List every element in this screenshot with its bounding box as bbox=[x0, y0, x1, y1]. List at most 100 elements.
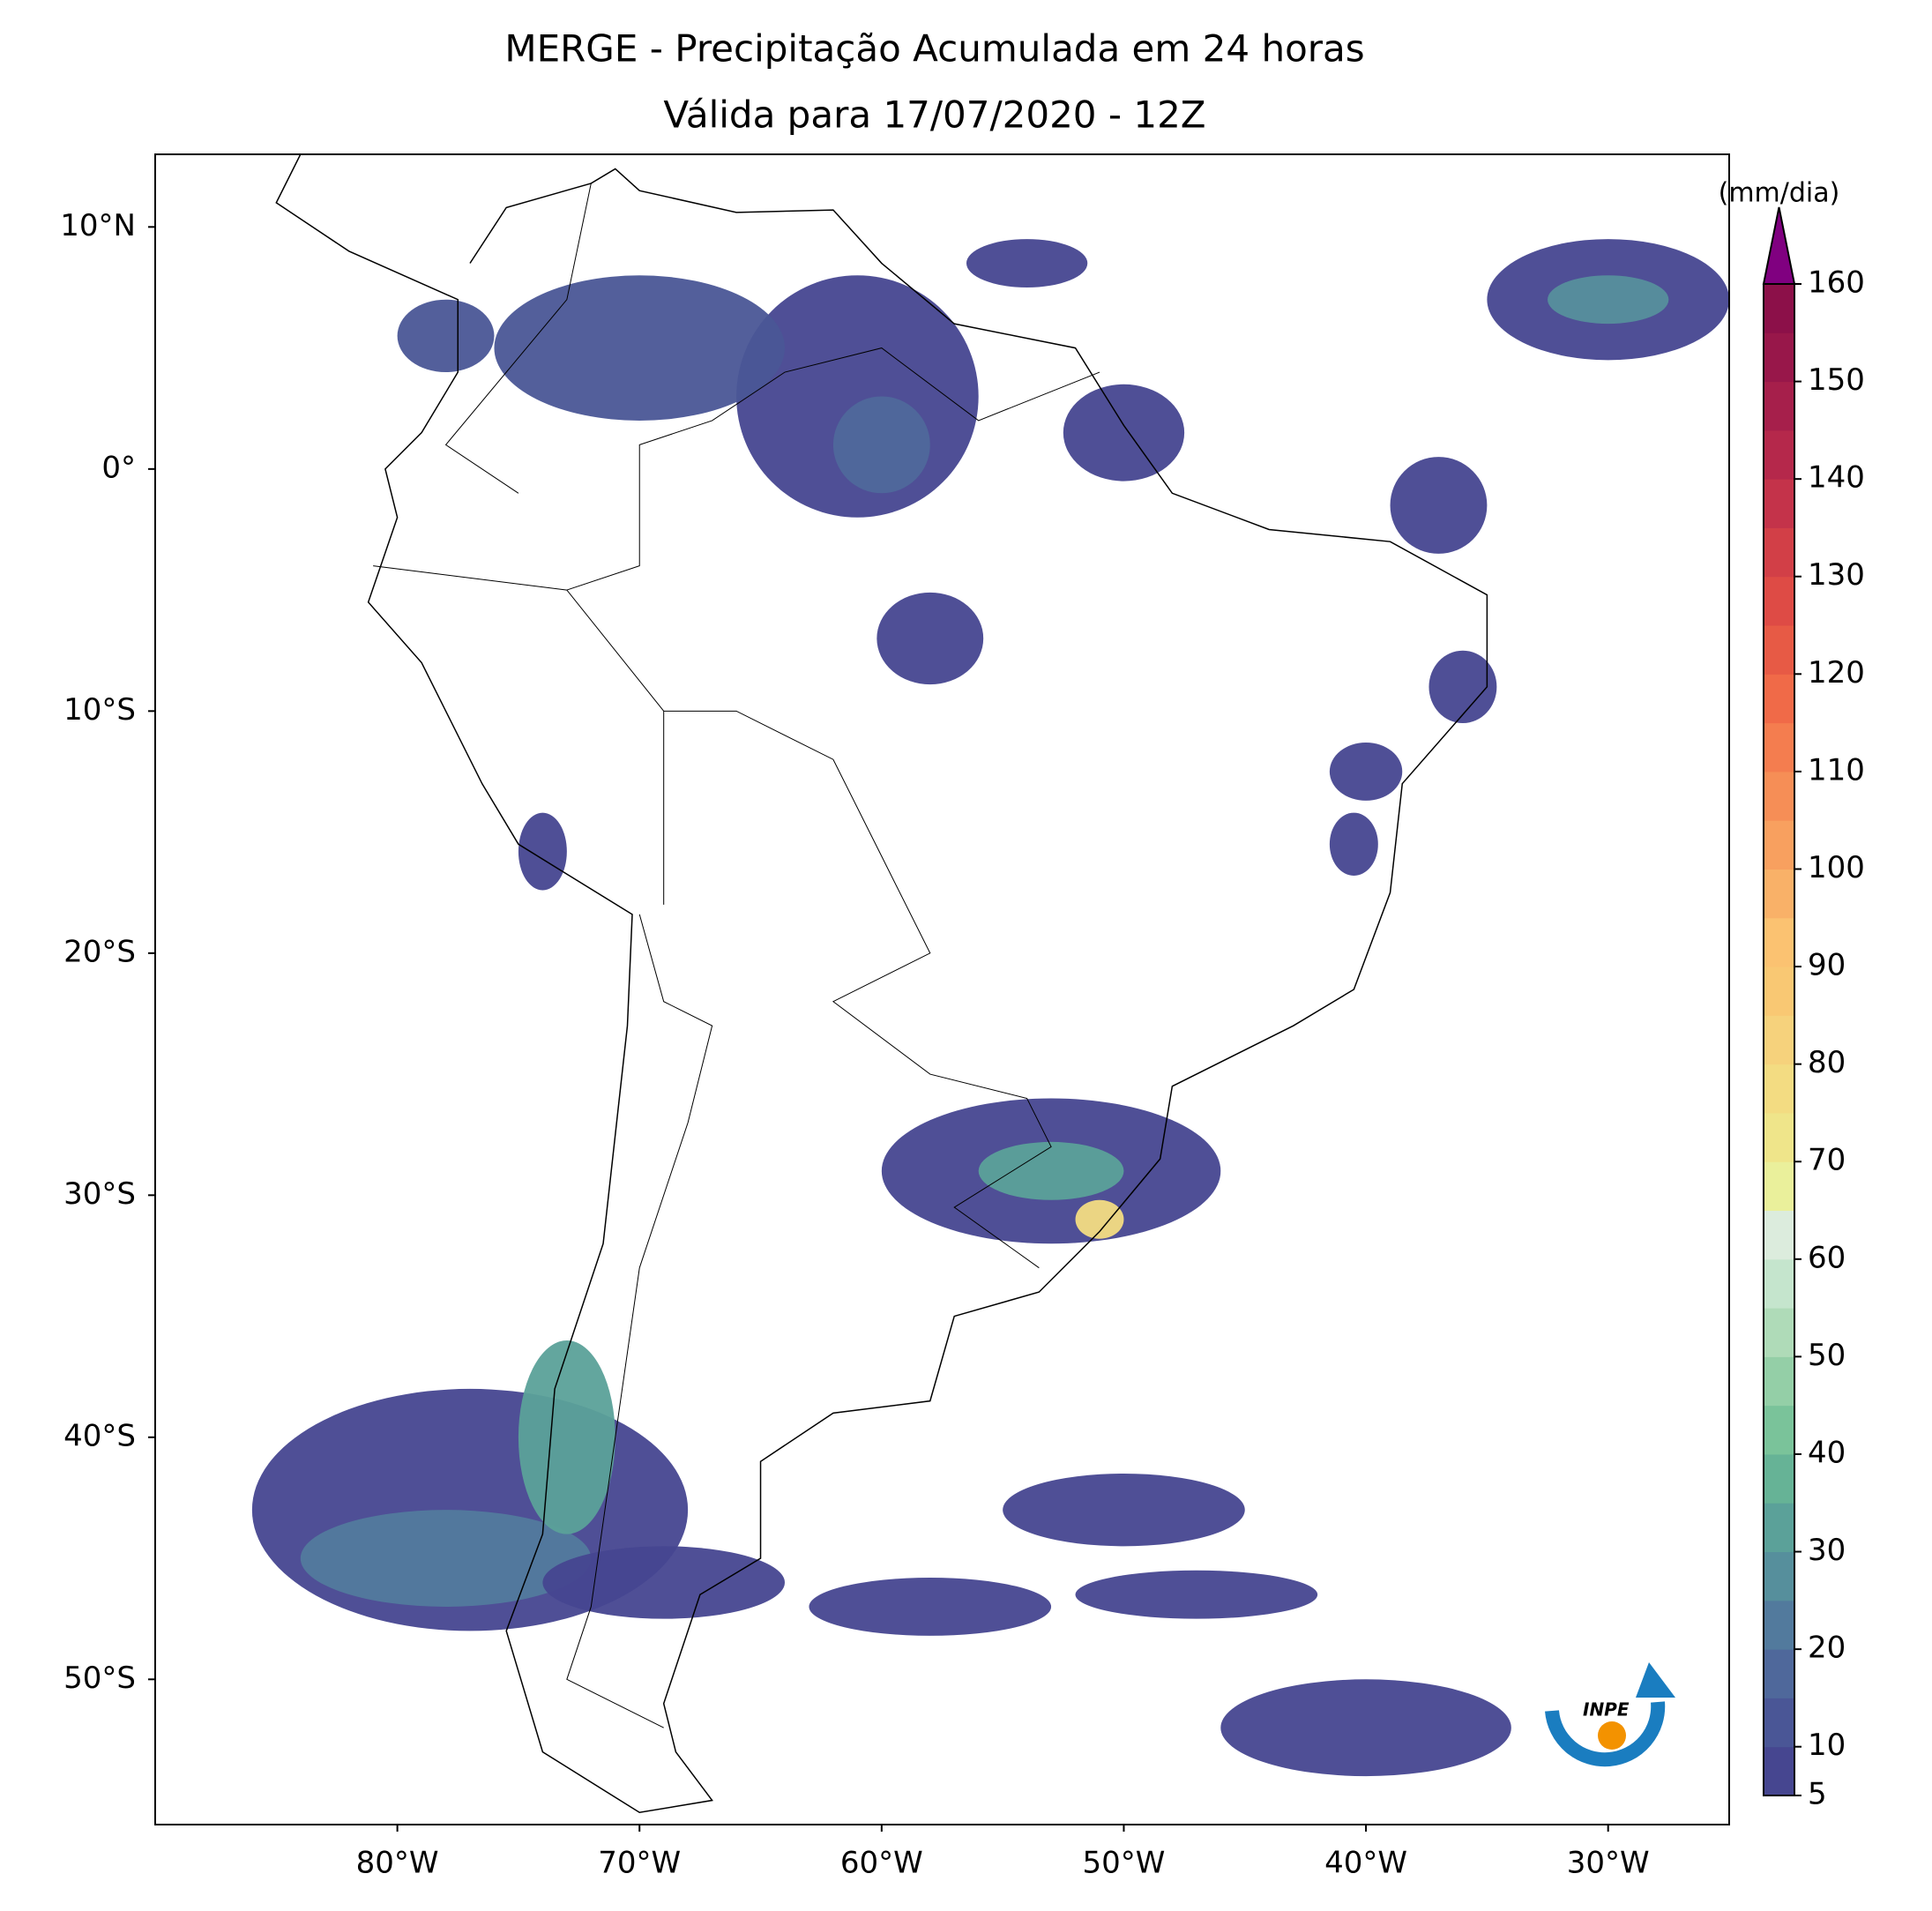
precip-area bbox=[494, 275, 785, 421]
colorbar-tick-label: 10 bbox=[1808, 1728, 1846, 1763]
border bbox=[373, 565, 665, 905]
colorbar-band bbox=[1764, 1405, 1794, 1455]
colorbar-band bbox=[1764, 1698, 1794, 1748]
colorbar-band bbox=[1764, 625, 1794, 675]
logo-text: INPE bbox=[1583, 1699, 1630, 1721]
logo-arc bbox=[1545, 1701, 1666, 1767]
colorbar-tick-label: 140 bbox=[1808, 460, 1865, 496]
colorbar-tick-label: 80 bbox=[1808, 1045, 1846, 1080]
y-tick-label: 10°S bbox=[63, 692, 136, 728]
colorbar-band bbox=[1764, 722, 1794, 773]
colorbar-band bbox=[1764, 1600, 1794, 1650]
precip-area bbox=[397, 299, 495, 373]
colorbar-band bbox=[1764, 1161, 1794, 1212]
x-tick-label: 30°W bbox=[1567, 1846, 1650, 1881]
colorbar-tick-label: 60 bbox=[1808, 1240, 1846, 1275]
colorbar-band bbox=[1764, 967, 1794, 1016]
colorbar-band bbox=[1764, 429, 1794, 480]
colorbar-band bbox=[1764, 1649, 1794, 1698]
border bbox=[663, 710, 1052, 1269]
colorbar-tick-label: 110 bbox=[1808, 752, 1865, 788]
colorbar-band bbox=[1764, 1551, 1794, 1601]
y-tick-label: 50°S bbox=[63, 1661, 136, 1696]
colorbar-band bbox=[1764, 332, 1794, 383]
colorbar-tick-label: 50 bbox=[1808, 1338, 1846, 1373]
colorbar-label: (mm/dia) bbox=[1719, 178, 1840, 209]
x-tick-label: 50°W bbox=[1083, 1846, 1166, 1881]
colorbar-band bbox=[1764, 1308, 1794, 1357]
x-tick-label: 40°W bbox=[1324, 1846, 1407, 1881]
y-tick-label: 40°S bbox=[63, 1418, 136, 1453]
colorbar-band bbox=[1764, 771, 1794, 821]
coastline bbox=[275, 154, 1488, 1814]
colorbar-band bbox=[1764, 527, 1794, 578]
colorbar-tick-label: 120 bbox=[1808, 655, 1865, 690]
colorbar-tick-label: 150 bbox=[1808, 362, 1865, 398]
map-frame bbox=[154, 153, 1730, 1825]
colorbar-band bbox=[1764, 1210, 1794, 1260]
x-tick-label: 60°W bbox=[840, 1846, 923, 1881]
y-tick-label: 20°S bbox=[63, 934, 136, 969]
colorbar-band bbox=[1764, 381, 1794, 431]
colorbar-tick-label: 20 bbox=[1808, 1631, 1846, 1666]
precip-area bbox=[542, 1546, 785, 1619]
colorbar-band bbox=[1764, 1112, 1794, 1162]
x-tick-label: 70°W bbox=[598, 1846, 681, 1881]
y-tick-label: 0° bbox=[101, 450, 136, 485]
colorbar-tick-label: 160 bbox=[1808, 265, 1865, 301]
precip-area bbox=[1329, 812, 1378, 876]
precip-area bbox=[518, 812, 567, 891]
precip-area bbox=[1329, 743, 1403, 801]
logo-dot bbox=[1598, 1721, 1626, 1750]
colorbar-extend bbox=[1762, 206, 1796, 285]
map-area bbox=[251, 154, 1729, 1814]
precip-area bbox=[809, 1578, 1052, 1636]
colorbar-tick-label: 100 bbox=[1808, 850, 1865, 885]
border bbox=[566, 914, 713, 1728]
colorbar-band bbox=[1764, 674, 1794, 724]
precip-area bbox=[876, 592, 984, 685]
precip-area bbox=[1075, 1570, 1318, 1619]
colorbar-band bbox=[1764, 869, 1794, 919]
colorbar-band bbox=[1764, 1503, 1794, 1553]
precip-area bbox=[1003, 1473, 1245, 1547]
colorbar-band bbox=[1764, 1746, 1794, 1796]
colorbar-tick-label: 40 bbox=[1808, 1435, 1846, 1470]
logo: INPE bbox=[1545, 1662, 1675, 1767]
colorbar-band bbox=[1764, 1015, 1794, 1065]
y-tick-label: 30°S bbox=[63, 1176, 136, 1212]
precip-area bbox=[1548, 275, 1669, 325]
colorbar-band bbox=[1764, 820, 1794, 870]
colorbar-band bbox=[1764, 917, 1794, 967]
colorbar-frame bbox=[1763, 283, 1795, 1796]
precip-area bbox=[832, 396, 930, 494]
precip-area bbox=[1075, 1199, 1124, 1239]
colorbar-tick-label: 130 bbox=[1808, 557, 1865, 593]
colorbar-band bbox=[1764, 284, 1794, 333]
border bbox=[444, 183, 592, 494]
precip-area bbox=[518, 1340, 615, 1534]
logo-arrow bbox=[1636, 1662, 1675, 1698]
colorbar-band bbox=[1764, 1356, 1794, 1407]
precip-area bbox=[1220, 1679, 1511, 1777]
x-tick-label: 80°W bbox=[356, 1846, 439, 1881]
colorbar-band bbox=[1764, 1064, 1794, 1114]
title: MERGE - Precipitação Acumulada em 24 hor… bbox=[504, 27, 1364, 71]
y-tick-label: 10°N bbox=[60, 208, 136, 243]
precip-area bbox=[1063, 384, 1185, 481]
colorbar-band bbox=[1764, 1258, 1794, 1309]
colorbar-band bbox=[1764, 479, 1794, 528]
precip-area bbox=[978, 1141, 1124, 1200]
border bbox=[566, 347, 1100, 591]
precip-area bbox=[300, 1510, 592, 1607]
colorbar-band bbox=[1764, 1453, 1794, 1504]
colorbar-tick-label: 30 bbox=[1808, 1533, 1846, 1568]
colorbar-tick-label: 5 bbox=[1808, 1777, 1827, 1812]
subtitle: Válida para 17/07/2020 - 12Z bbox=[663, 93, 1205, 137]
colorbar-tick-label: 70 bbox=[1808, 1143, 1846, 1178]
colorbar-band bbox=[1764, 576, 1794, 626]
precip-area bbox=[1390, 457, 1488, 554]
precip-area bbox=[1428, 650, 1497, 724]
colorbar-tick-label: 90 bbox=[1808, 948, 1846, 983]
